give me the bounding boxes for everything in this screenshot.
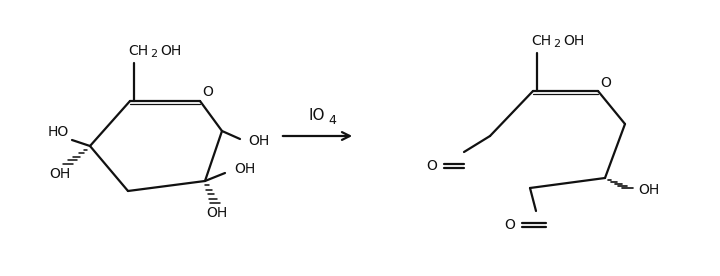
Text: OH: OH [639,183,660,197]
Text: CH: CH [531,34,551,48]
Text: CH: CH [128,44,148,58]
Text: OH: OH [207,206,228,220]
Text: HO: HO [48,125,68,139]
Text: O: O [505,218,516,232]
Text: OH: OH [160,44,181,58]
Text: O: O [202,85,213,99]
Text: 2: 2 [553,39,560,49]
Text: 4: 4 [328,115,336,128]
Text: OH: OH [248,134,269,148]
Text: OH: OH [235,162,256,176]
Text: 2: 2 [150,49,157,59]
Text: O: O [426,159,438,173]
Text: OH: OH [50,167,71,181]
Text: OH: OH [563,34,584,48]
Text: O: O [600,76,611,90]
Text: IO: IO [309,108,325,123]
